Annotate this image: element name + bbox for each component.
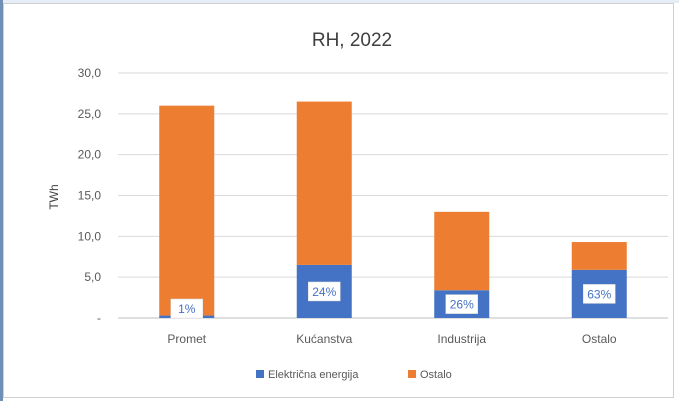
legend-swatch bbox=[256, 370, 264, 378]
x-axis-categories: Promet Kućanstva Industrija Ostalo bbox=[167, 332, 617, 346]
data-label-box bbox=[308, 281, 341, 302]
y-tick-label: - bbox=[97, 311, 101, 325]
data-label: 1% bbox=[178, 302, 196, 316]
y-axis-title: TWh bbox=[47, 184, 61, 209]
category-label: Ostalo bbox=[582, 332, 617, 346]
legend-label: Ostalo bbox=[420, 369, 452, 381]
y-tick-label: 20,0 bbox=[78, 148, 102, 162]
y-tick-label: 30,0 bbox=[78, 66, 102, 80]
data-label-box bbox=[170, 298, 203, 319]
y-axis-ticks: - 5,0 10,0 15,0 20,0 25,0 30,0 bbox=[78, 66, 102, 325]
chart-title: RH, 2022 bbox=[312, 30, 392, 51]
frame-top-accent bbox=[0, 0, 679, 3]
data-label: 24% bbox=[312, 285, 336, 299]
y-tick-label: 10,0 bbox=[78, 229, 102, 243]
y-tick-label: 15,0 bbox=[78, 189, 102, 203]
bar-segment bbox=[159, 105, 215, 316]
y-tick-label: 25,0 bbox=[78, 107, 102, 121]
category-label: Kućanstva bbox=[296, 332, 352, 346]
category-label: Industrija bbox=[437, 332, 486, 346]
bar-segment bbox=[571, 242, 627, 270]
legend: Električna energija Ostalo bbox=[256, 369, 452, 381]
data-label: 26% bbox=[450, 298, 474, 312]
y-tick-label: 5,0 bbox=[84, 270, 101, 284]
bars: 1% 24% 26% 63% bbox=[159, 101, 627, 319]
category-label: Promet bbox=[167, 332, 206, 346]
data-label-box bbox=[583, 284, 616, 304]
data-label: 63% bbox=[587, 287, 611, 301]
frame-left-accent bbox=[0, 0, 3, 401]
data-label-box bbox=[445, 294, 478, 314]
legend-label: Električna energija bbox=[268, 369, 359, 381]
bar-segment bbox=[434, 211, 490, 291]
legend-swatch bbox=[408, 370, 416, 378]
bar-segment bbox=[296, 101, 352, 265]
